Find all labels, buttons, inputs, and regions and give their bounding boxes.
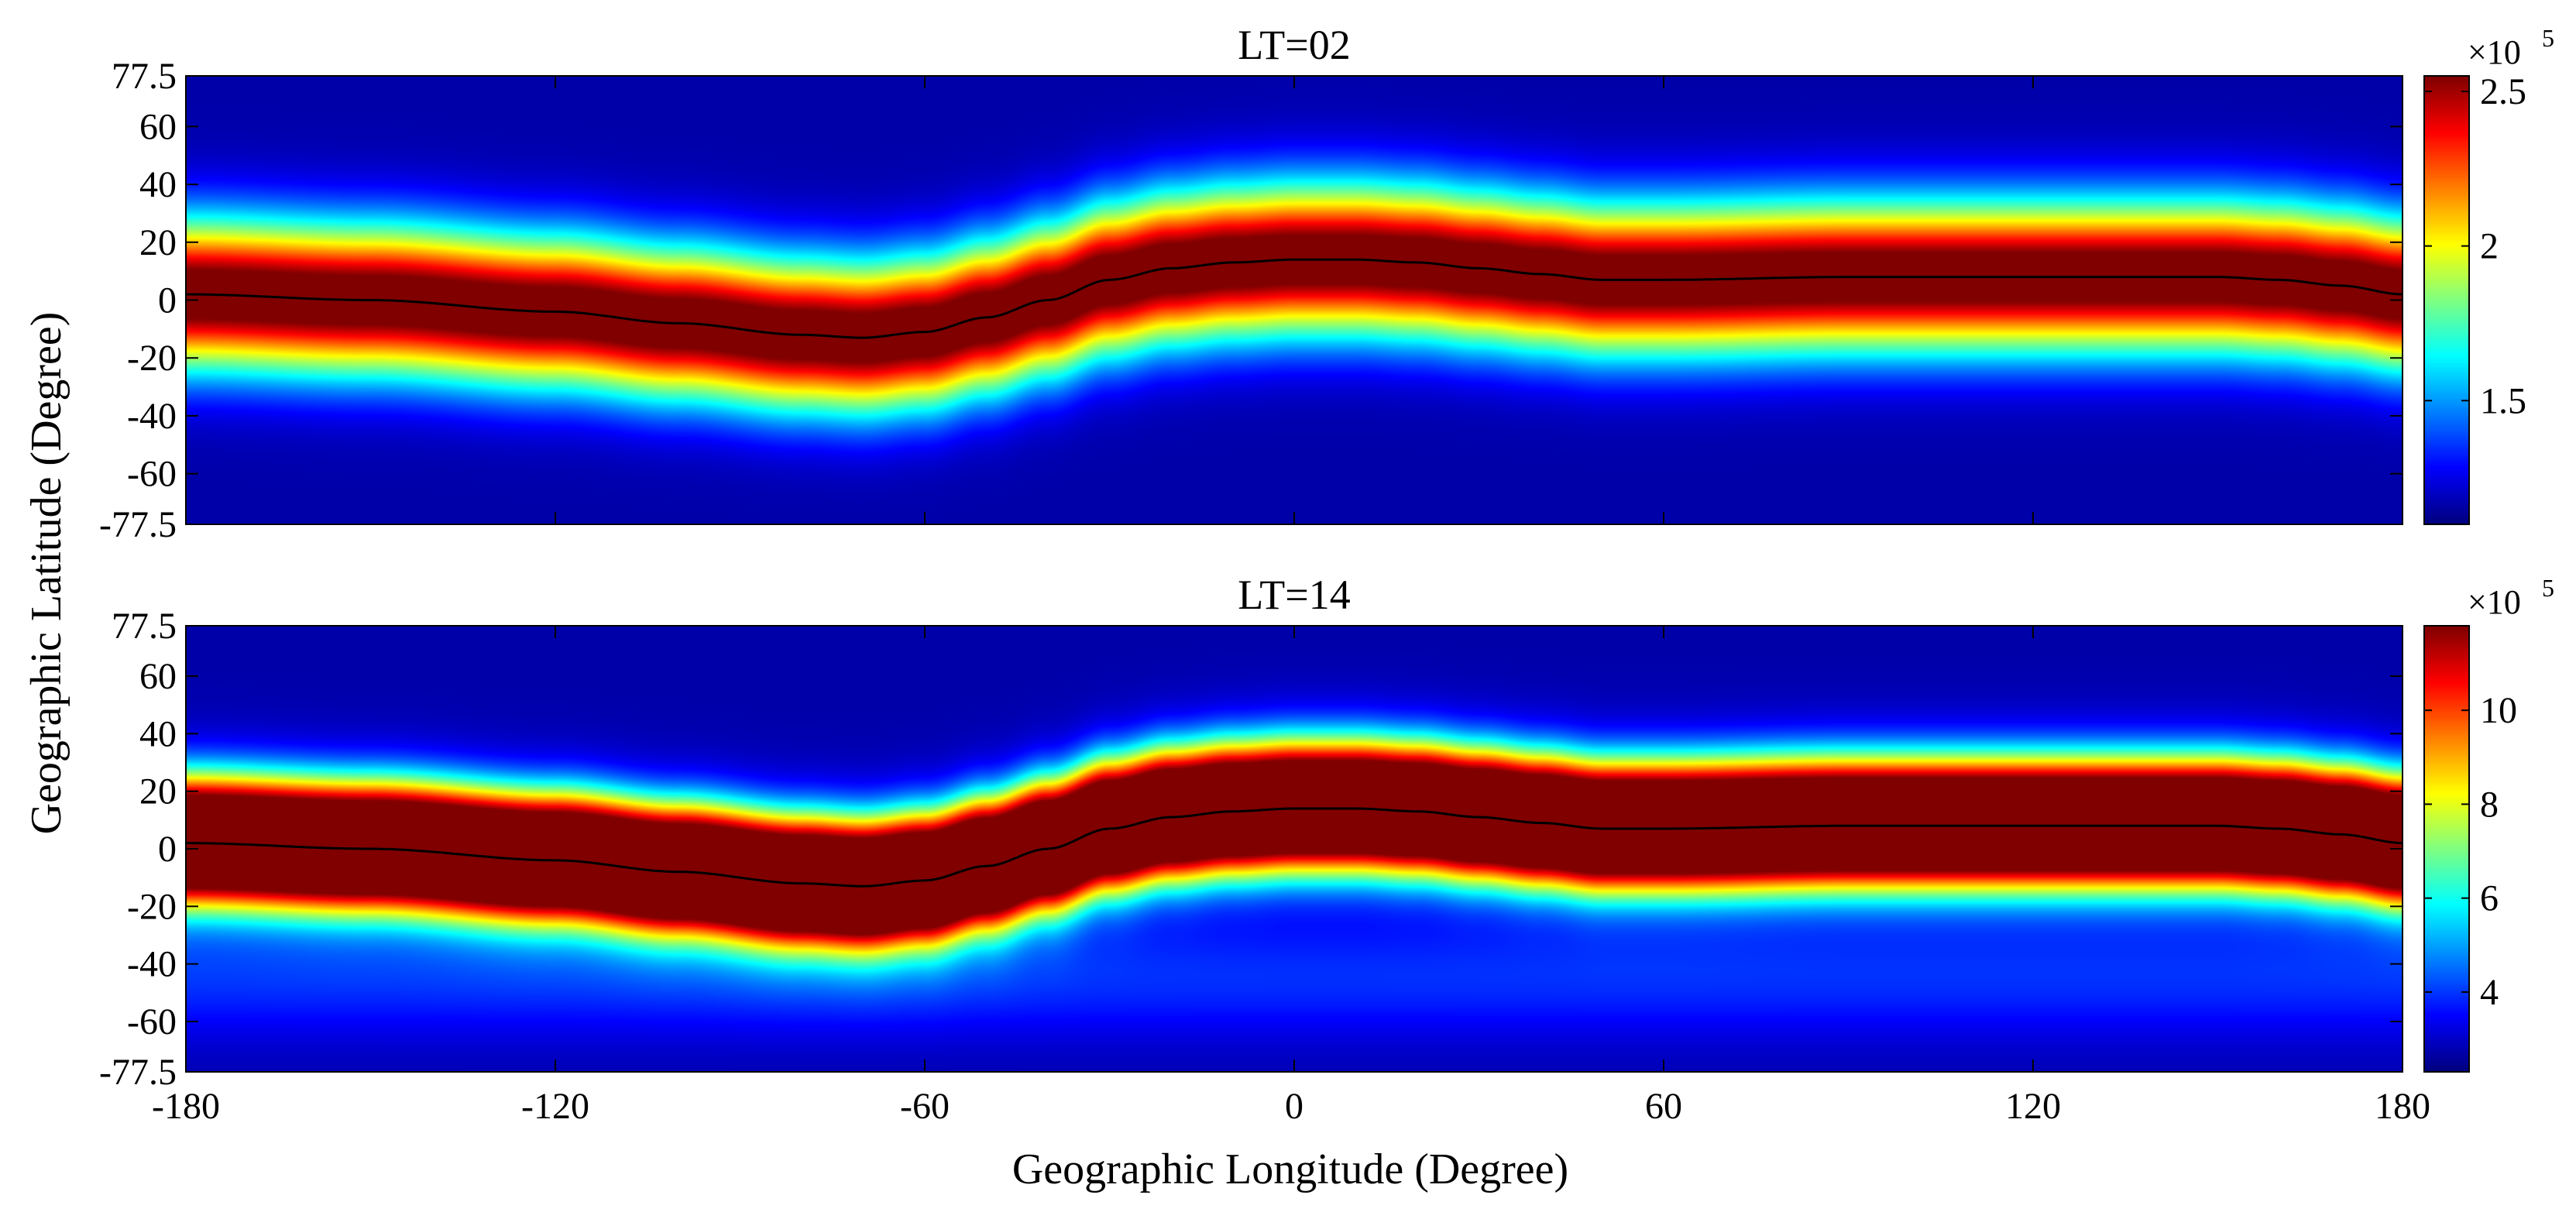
- y-tick-label: -20: [127, 338, 177, 379]
- y-tick-label: 40: [139, 713, 177, 754]
- x-tick-label: 60: [1645, 1086, 1682, 1127]
- x-axis-label: Geographic Longitude (Degree): [1012, 1145, 1568, 1193]
- y-tick-label: 40: [139, 164, 177, 205]
- panel-lt02: LT=02 77.5 60 40 20 0 -20 -40 -60 -77.5 1.5 2 2.5×10…: [99, 22, 2554, 545]
- x-tick-label: -60: [900, 1086, 950, 1127]
- colorbar-multiplier-exponent: 5: [2542, 24, 2554, 52]
- figure: LT=0277.56040200-20-40-60-77.51.522.5×10…: [0, 0, 2576, 1219]
- axes-frame: [186, 76, 2403, 524]
- colorbar-tick-label: 8: [2480, 784, 2499, 825]
- colorbar-tick-label: 10: [2480, 690, 2517, 731]
- y-tick-label: 60: [139, 106, 177, 147]
- y-tick-label: -20: [127, 886, 177, 927]
- y-axis-label: Geographic Latitude (Degree): [22, 312, 70, 835]
- panel-title: LT=02: [1238, 22, 1350, 68]
- y-tick-label: 60: [139, 656, 177, 697]
- y-tick-label: 77.5: [112, 56, 177, 97]
- colorbar-tick-label: 2.5: [2480, 71, 2526, 112]
- y-tick-label: 0: [158, 829, 177, 870]
- axes-frame: [186, 626, 2403, 1072]
- colorbar-frame: [2424, 626, 2469, 1072]
- x-tick-label: -120: [521, 1086, 589, 1127]
- colorbar-frame: [2424, 76, 2469, 524]
- colorbar-tick-label: 2: [2480, 226, 2499, 267]
- x-tick-label: 0: [1285, 1086, 1303, 1127]
- y-tick-label: 20: [139, 771, 177, 812]
- colorbar-multiplier-exponent: 5: [2542, 574, 2554, 602]
- colorbar-tick-label: 4: [2480, 972, 2499, 1013]
- y-tick-label: -40: [127, 396, 177, 437]
- y-tick-label: -60: [127, 454, 177, 495]
- colorbar-multiplier: ×10: [2468, 33, 2521, 71]
- x-tick-label: -180: [152, 1086, 220, 1127]
- panel-title: LT=14: [1238, 572, 1350, 618]
- x-tick-label: 120: [2005, 1086, 2061, 1127]
- y-tick-label: 77.5: [112, 606, 177, 647]
- colorbar-tick-label: 1.5: [2480, 380, 2526, 421]
- colorbar-tick-label: 6: [2480, 878, 2499, 919]
- y-tick-label: 0: [158, 280, 177, 321]
- dip-equator-curve: [186, 259, 2403, 338]
- y-tick-label: -60: [127, 1001, 177, 1042]
- y-tick-label: -77.5: [99, 504, 177, 545]
- colorbar-multiplier: ×10: [2468, 583, 2521, 621]
- y-tick-label: -40: [127, 944, 177, 985]
- x-tick-label: 180: [2375, 1086, 2430, 1127]
- y-tick-label: 20: [139, 222, 177, 263]
- dip-equator-curve: [186, 809, 2403, 886]
